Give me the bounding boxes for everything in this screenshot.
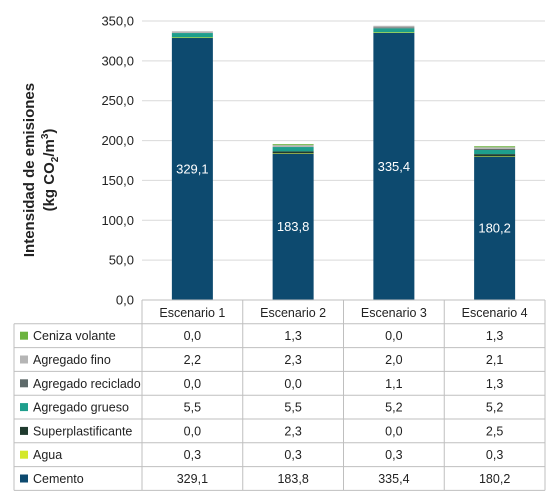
bar-data-label: 183,8 xyxy=(277,219,310,234)
y-axis-title-suffix: ) xyxy=(41,129,58,134)
y-axis-title-line2: (kg CO2/m3) xyxy=(40,129,61,212)
bar-data-label: 180,2 xyxy=(478,221,511,236)
legend-swatch xyxy=(20,331,28,340)
y-axis-title-line1: Intensidad de emisiones xyxy=(21,83,38,257)
table-row-label: Agregado fino xyxy=(33,353,111,367)
table-cell-value: 0,0 xyxy=(385,329,402,343)
bar-segment-agua xyxy=(474,156,516,157)
table-row-label: Agregado grueso xyxy=(33,401,129,415)
table-row-label: Ceniza volante xyxy=(33,329,116,343)
table-cell-value: 5,5 xyxy=(184,401,201,415)
table-cell-value: 2,1 xyxy=(486,353,503,367)
table-cell-value: 1,3 xyxy=(486,377,503,391)
y-tick-label: 100,0 xyxy=(101,213,134,228)
table-cell-value: 2,5 xyxy=(486,424,503,438)
y-axis-title-prefix: (kg CO xyxy=(41,162,58,212)
table-cell-value: 5,2 xyxy=(486,401,503,415)
bar-segment-agregado-reciclado xyxy=(373,27,415,29)
table-cell-value: 5,2 xyxy=(385,401,402,415)
stacked-bars: 329,1 183,8 335,4 180,2 xyxy=(171,25,516,301)
bar-segment-agregado-grueso xyxy=(272,147,314,152)
table-cell-value: 1,3 xyxy=(486,329,503,343)
y-axis-title-sub: 2 xyxy=(50,156,61,162)
legend-swatch xyxy=(20,379,28,388)
table-cell-value: 0,0 xyxy=(184,377,201,391)
table-header-category: Escenario 4 xyxy=(462,306,528,320)
y-tick-label: 0,0 xyxy=(116,293,134,308)
table-cell-value: 1,1 xyxy=(385,377,402,391)
bar-segment-cemento xyxy=(474,156,516,300)
table-cell-value: 2,3 xyxy=(284,424,301,438)
legend-swatch xyxy=(20,474,28,483)
table-cell-value: 2,3 xyxy=(284,353,301,367)
bar-segment-agregado-grueso xyxy=(373,28,415,33)
table-cell-value: 0,3 xyxy=(486,448,503,462)
bar-segment-cemento xyxy=(373,32,415,301)
legend-swatch xyxy=(20,355,28,364)
table-cell-value: 5,5 xyxy=(284,401,301,415)
table-cell-value: 335,4 xyxy=(378,472,409,486)
legend-swatch xyxy=(20,450,28,459)
bar-segment-superplastificante xyxy=(272,151,314,154)
bar-segment-agregado-reciclado xyxy=(474,148,516,150)
table-row-label: Superplastificante xyxy=(33,424,132,438)
bar-segment-cemento xyxy=(171,37,213,301)
bar-segment-ceniza-volante xyxy=(474,146,516,148)
table-row-label: Cemento xyxy=(33,472,84,486)
bar-segment-agregado-grueso xyxy=(171,33,213,38)
table-cell-value: 1,3 xyxy=(284,329,301,343)
y-axis-title-mid: /m xyxy=(41,139,58,157)
y-tick-label: 250,0 xyxy=(101,93,134,108)
y-axis-title-sup: 3 xyxy=(40,133,51,139)
table-cell-value: 0,3 xyxy=(385,448,402,462)
bar-segment-agregado-fino xyxy=(272,145,314,148)
table-header-category: Escenario 3 xyxy=(361,306,427,320)
bar-data-label: 329,1 xyxy=(176,161,209,176)
y-tick-label: 150,0 xyxy=(101,173,134,188)
table-cell-value: 180,2 xyxy=(479,472,510,486)
y-tick-label: 300,0 xyxy=(101,53,134,68)
bar-segment-cemento xyxy=(272,153,314,300)
legend-swatch xyxy=(20,426,28,435)
bar-segment-agregado-grueso xyxy=(474,149,516,155)
table-row-label: Agregado reciclado xyxy=(33,377,141,391)
bar-data-label: 335,4 xyxy=(378,159,411,174)
table-cell-value: 0,0 xyxy=(184,424,201,438)
table-cell-value: 0,3 xyxy=(284,448,301,462)
bar-segment-agregado-fino xyxy=(171,31,213,34)
bar-segment-agregado-fino xyxy=(474,147,516,149)
bar-segment-agregado-fino xyxy=(373,25,415,28)
table-cell-value: 183,8 xyxy=(277,472,308,486)
table-row-label: Agua xyxy=(33,448,62,462)
y-tick-label: 50,0 xyxy=(109,253,134,268)
legend-swatch xyxy=(20,403,28,412)
table-header-category: Escenario 2 xyxy=(260,306,326,320)
table-cell-value: 329,1 xyxy=(177,472,208,486)
bar-segment-agua xyxy=(272,153,314,154)
table-cell-value: 0,0 xyxy=(284,377,301,391)
y-tick-label: 200,0 xyxy=(101,133,134,148)
table-cell-value: 2,0 xyxy=(385,353,402,367)
data-table: Escenario 1 Escenario 2 Escenario 3 Escenar… xyxy=(13,299,546,491)
bar-segment-superplastificante xyxy=(474,154,516,157)
bar-segment-agua xyxy=(171,37,213,39)
bar-segment-ceniza-volante xyxy=(272,144,314,146)
bar-segment-agua xyxy=(373,32,415,33)
table-cell-value: 0,3 xyxy=(184,448,201,462)
table-header-category: Escenario 1 xyxy=(159,306,225,320)
table-cell-value: 2,2 xyxy=(184,353,201,367)
table-cell-value: 0,0 xyxy=(184,329,201,343)
y-axis: 0,0 50,0 100,0 150,0 200,0 250,0 300,0 350,0 xyxy=(101,14,134,308)
y-tick-label: 350,0 xyxy=(101,14,134,29)
table-cell-value: 0,0 xyxy=(385,424,402,438)
